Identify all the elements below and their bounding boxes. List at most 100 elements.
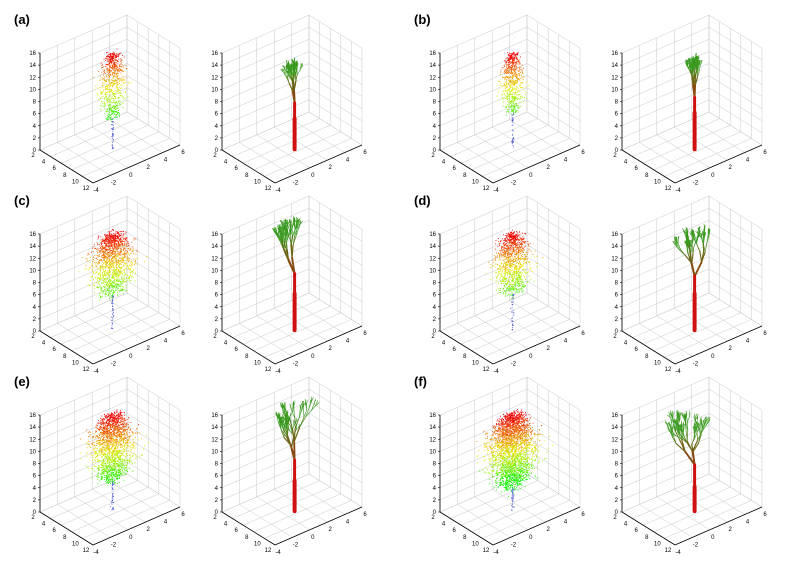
point xyxy=(102,257,104,259)
point xyxy=(115,106,117,108)
point xyxy=(130,266,132,268)
z-tick-label: 14 xyxy=(211,63,218,69)
point xyxy=(113,272,115,274)
point xyxy=(89,284,91,286)
point xyxy=(110,118,112,120)
point xyxy=(122,282,124,284)
point xyxy=(113,62,115,64)
point xyxy=(114,238,116,240)
trunk-point xyxy=(511,301,513,303)
point xyxy=(112,290,115,292)
point xyxy=(503,71,505,73)
point xyxy=(515,109,517,111)
point xyxy=(109,117,112,119)
point xyxy=(506,233,508,235)
z-tick-label: 6 xyxy=(33,293,37,299)
point xyxy=(111,59,113,61)
point xyxy=(109,292,111,294)
grid-line xyxy=(492,307,546,342)
point xyxy=(109,100,111,102)
point xyxy=(103,69,106,71)
trunk-point xyxy=(512,314,514,316)
grid-line xyxy=(264,138,352,177)
y-tick-label: 4 xyxy=(42,160,46,166)
trunk-point xyxy=(511,141,513,143)
point xyxy=(116,76,119,79)
point xyxy=(505,240,507,242)
z-tick-label: 8 xyxy=(433,281,437,287)
point xyxy=(123,98,125,101)
point xyxy=(95,262,97,264)
point xyxy=(521,289,523,291)
point xyxy=(507,234,509,236)
point xyxy=(112,106,114,108)
point xyxy=(119,290,122,292)
point xyxy=(115,108,117,110)
point xyxy=(133,258,135,260)
trunk-point xyxy=(110,128,112,130)
point xyxy=(131,270,133,272)
point xyxy=(117,104,119,106)
point xyxy=(507,77,509,79)
point xyxy=(516,105,518,107)
point xyxy=(516,77,518,79)
point xyxy=(509,65,511,68)
point xyxy=(521,290,523,292)
point xyxy=(122,281,124,283)
point xyxy=(108,234,110,236)
point xyxy=(104,91,106,93)
point xyxy=(117,279,119,281)
point xyxy=(120,251,122,253)
y-tick-label: 6 xyxy=(453,166,457,172)
point xyxy=(106,92,108,94)
point xyxy=(114,235,116,237)
point xyxy=(109,243,111,245)
point xyxy=(119,278,121,281)
point xyxy=(503,83,505,85)
point xyxy=(112,259,114,261)
z-tick-label: 4 xyxy=(433,124,437,130)
point xyxy=(125,239,127,242)
grid-line xyxy=(291,300,345,334)
point xyxy=(508,89,510,92)
point xyxy=(93,282,95,284)
point xyxy=(116,101,118,104)
point xyxy=(517,107,519,109)
point xyxy=(130,262,132,264)
point xyxy=(104,275,106,277)
point xyxy=(108,70,110,72)
point xyxy=(125,284,127,286)
point xyxy=(114,102,116,104)
z-tick-label: 4 xyxy=(215,305,219,311)
point xyxy=(500,71,502,73)
point xyxy=(117,63,119,65)
z-tick-label: 12 xyxy=(429,75,436,81)
point xyxy=(124,91,127,93)
point xyxy=(105,250,107,252)
point xyxy=(133,277,135,279)
point xyxy=(516,58,519,60)
point xyxy=(497,267,499,269)
grid-line xyxy=(109,300,163,334)
point xyxy=(117,231,119,233)
point xyxy=(113,253,115,255)
point xyxy=(520,86,522,89)
point xyxy=(512,265,514,267)
point xyxy=(102,269,104,271)
point xyxy=(509,255,511,257)
point xyxy=(512,97,514,99)
point xyxy=(523,90,526,92)
point xyxy=(111,284,113,286)
point xyxy=(514,100,516,102)
point xyxy=(116,285,118,287)
point xyxy=(105,240,107,242)
point xyxy=(521,292,523,294)
point xyxy=(511,294,513,296)
branch-segment xyxy=(290,69,294,75)
point xyxy=(122,230,125,233)
point xyxy=(124,251,126,253)
x-tick-label: -2 xyxy=(111,180,117,186)
point xyxy=(111,253,114,255)
point xyxy=(100,282,103,284)
point xyxy=(93,273,95,275)
